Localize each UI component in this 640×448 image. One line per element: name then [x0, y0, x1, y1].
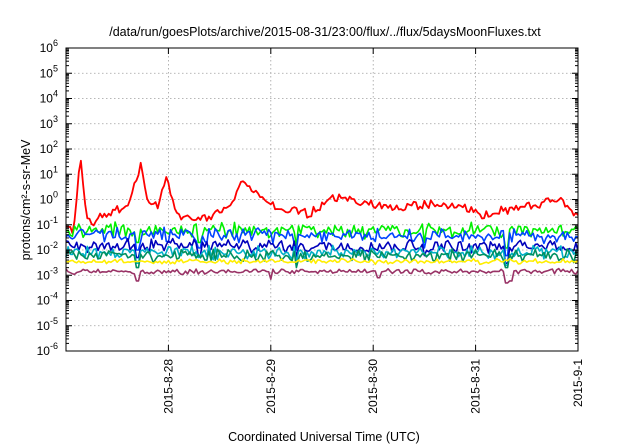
x-axis-tick-labels: 2015-8-28 2015-8-29 2015-8-30 2015-8-31 2015…: [161, 359, 585, 414]
y-tick-label: 10-4: [37, 291, 58, 308]
grid-lines: [66, 48, 578, 351]
x-tick-label: 2015-8-30: [366, 359, 380, 414]
y-tick-label-base: 10: [37, 344, 51, 358]
y-tick-label: 100: [40, 190, 58, 207]
x-axis-label: Coordinated Universal Time (UTC): [228, 430, 420, 444]
x-tick-label: 2015-8-29: [264, 359, 278, 414]
chart-title: /data/run/goesPlots/archive/2015-08-31/2…: [109, 25, 541, 39]
axis-ticks: [66, 47, 579, 352]
y-tick-label: 10-6: [37, 341, 58, 358]
y-tick-label-exponent: 4: [53, 89, 58, 99]
y-tick-label-exponent: -2: [50, 240, 58, 250]
y-tick-label-base: 10: [37, 294, 51, 308]
series-lines: [65, 159, 579, 284]
y-axis-label: protons/cm²-s-sr-MeV: [19, 139, 33, 261]
series-line-4: [65, 237, 579, 264]
y-tick-label: 103: [40, 114, 58, 131]
y-tick-label: 105: [40, 63, 58, 80]
y-tick-label-base: 10: [40, 66, 54, 80]
y-axis-tick-labels: 10-610-510-410-310-210-11001011021031041…: [37, 38, 58, 358]
y-tick-label-exponent: -6: [50, 341, 58, 351]
series-line-7: [65, 257, 579, 266]
y-tick-label: 104: [40, 89, 58, 106]
y-tick-label-exponent: 6: [53, 38, 58, 48]
y-tick-label-exponent: 5: [53, 63, 58, 73]
y-tick-label-base: 10: [37, 218, 51, 232]
y-tick-label-exponent: -4: [50, 291, 58, 301]
y-tick-label-exponent: 1: [53, 164, 58, 174]
y-tick-label-base: 10: [40, 142, 54, 156]
y-tick-label: 101: [40, 164, 58, 181]
y-tick-label-base: 10: [40, 117, 54, 131]
y-tick-label: 10-2: [37, 240, 58, 257]
y-tick-label: 10-1: [37, 215, 58, 232]
series-line-1: [65, 159, 579, 235]
y-tick-label: 102: [40, 139, 58, 156]
y-tick-label-exponent: 2: [53, 139, 58, 149]
y-tick-label: 106: [40, 38, 58, 55]
y-tick-label-base: 10: [40, 193, 54, 207]
y-tick-label-base: 10: [40, 92, 54, 106]
y-tick-label-exponent: 0: [53, 190, 58, 200]
y-tick-label-exponent: -5: [50, 316, 58, 326]
x-tick-label: 2015-8-28: [161, 359, 175, 414]
y-tick-label-exponent: -1: [50, 215, 58, 225]
y-tick-label-exponent: -3: [50, 265, 58, 275]
y-tick-label-exponent: 3: [53, 114, 58, 124]
y-tick-label-base: 10: [40, 41, 54, 55]
y-tick-label-base: 10: [37, 268, 51, 282]
x-tick-label: 2015-9-1: [571, 359, 585, 407]
x-tick-label: 2015-8-31: [469, 359, 483, 414]
y-tick-label: 10-3: [37, 265, 58, 282]
y-tick-label-base: 10: [37, 243, 51, 257]
series-line-6: [65, 248, 579, 269]
series-line-3: [65, 226, 579, 257]
series-line-8: [65, 267, 579, 284]
y-tick-label-base: 10: [40, 167, 54, 181]
y-tick-label-base: 10: [37, 319, 51, 333]
y-tick-label: 10-5: [37, 316, 58, 333]
